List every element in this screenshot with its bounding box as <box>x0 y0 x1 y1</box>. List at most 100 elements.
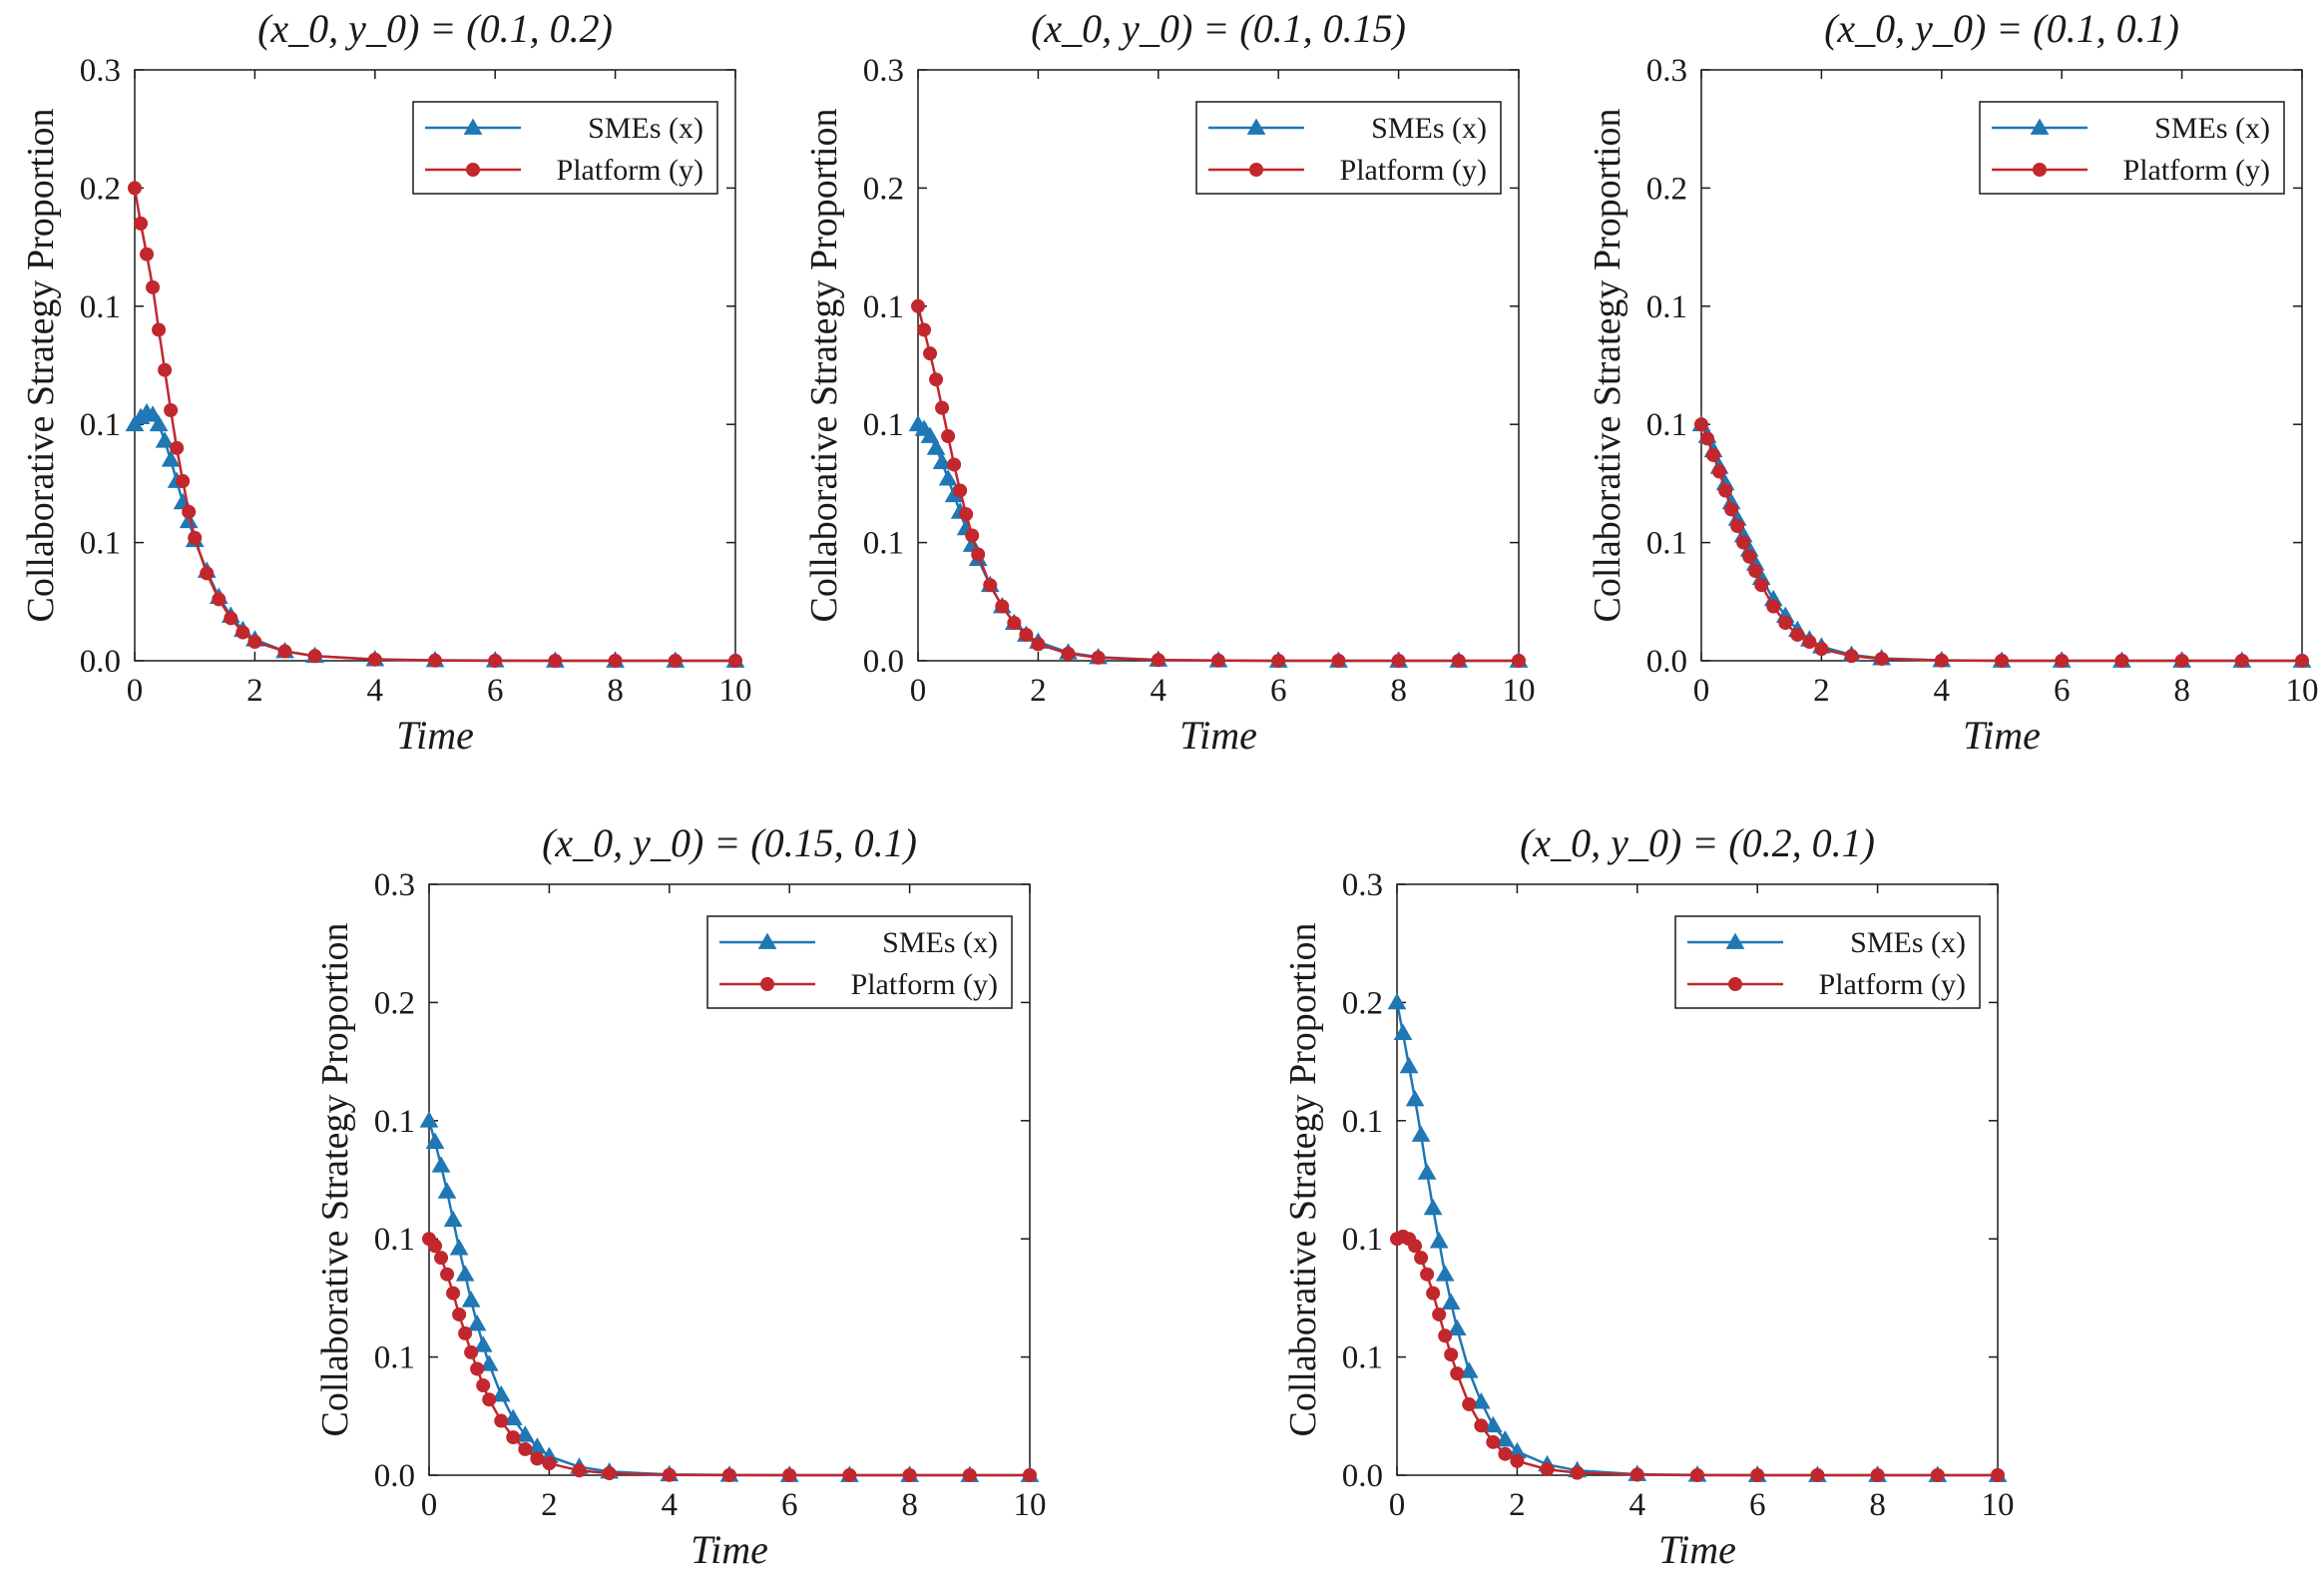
data-point-platform <box>235 625 250 640</box>
data-point-platform <box>1991 1468 2005 1482</box>
x-tick-label: 6 <box>1749 1487 1766 1523</box>
data-point-platform <box>1694 417 1708 432</box>
data-point-platform <box>1486 1434 1501 1449</box>
data-point-platform <box>542 1456 557 1471</box>
data-point-platform <box>1432 1307 1447 1321</box>
data-point-smes <box>479 1354 499 1371</box>
data-point-platform <box>1934 653 1949 668</box>
data-point-smes <box>932 452 952 469</box>
y-tick-label: 0.0 <box>1342 1458 1383 1494</box>
legend-marker <box>1246 118 1266 135</box>
data-point-platform <box>476 1378 491 1393</box>
y-tick-label: 0.1 <box>374 1340 415 1376</box>
data-point-platform <box>2055 654 2070 668</box>
data-point-platform <box>662 1467 677 1482</box>
legend-label: Platform (y) <box>851 968 998 1001</box>
y-tick-label: 0.2 <box>1646 171 1687 207</box>
x-tick-label: 10 <box>2286 673 2319 709</box>
data-point-smes <box>1471 1392 1491 1409</box>
data-point-platform <box>1690 1468 1704 1482</box>
legend-box <box>1979 101 2285 195</box>
data-point-smes <box>1447 1319 1467 1336</box>
chart-title: (x_0, y_0) = (0.1, 0.15) <box>1031 6 1406 51</box>
data-point-platform <box>1474 1418 1489 1433</box>
data-point-platform <box>1510 1453 1525 1468</box>
data-point-platform <box>1814 642 1829 657</box>
data-point-smes <box>455 1265 475 1282</box>
x-tick-label: 0 <box>421 1487 438 1523</box>
x-tick-label: 2 <box>1813 673 1830 709</box>
data-point-platform <box>1790 627 1805 642</box>
legend-box <box>412 101 718 195</box>
y-tick-label: 0.2 <box>1342 985 1383 1021</box>
data-point-platform <box>1331 654 1346 668</box>
y-tick-label: 0.1 <box>80 526 121 562</box>
data-point-smes <box>926 438 946 455</box>
y-tick-label: 0.1 <box>863 526 904 562</box>
data-point-smes <box>1459 1361 1479 1378</box>
y-tick-label: 0.2 <box>863 171 904 207</box>
y-tick-label: 0.3 <box>863 53 904 89</box>
data-point-platform <box>146 279 161 294</box>
x-axis-label: Time <box>396 713 474 758</box>
data-point-platform <box>1754 578 1769 593</box>
data-point-platform <box>1271 654 1286 668</box>
data-point-smes <box>473 1335 493 1352</box>
x-tick-label: 4 <box>662 1487 679 1523</box>
chart-panel: 0 2 4 6 8 10 0.0 0.1 0.1 0.1 0.2 0.3 (x_0, y_0) = (0… <box>803 6 1536 758</box>
data-point-smes <box>1411 1125 1431 1142</box>
data-point-platform <box>1730 519 1745 534</box>
data-point-platform <box>182 504 197 519</box>
data-point-platform <box>842 1468 857 1482</box>
y-tick-label: 0.1 <box>1342 1222 1383 1258</box>
data-point-platform <box>1706 447 1721 462</box>
x-tick-label: 10 <box>1014 1487 1047 1523</box>
legend-label: SMEs (x) <box>882 926 998 959</box>
data-point-platform <box>140 247 155 262</box>
y-tick-label: 0.1 <box>1646 289 1687 325</box>
data-point-platform <box>170 440 185 455</box>
data-point-platform <box>1007 616 1022 631</box>
data-point-platform <box>247 635 262 650</box>
data-point-platform <box>1802 635 1817 650</box>
data-point-platform <box>307 649 322 664</box>
legend-label: Platform (y) <box>2123 154 2270 187</box>
y-axis-label: Collaborative Strategy Proportion <box>314 922 356 1436</box>
data-point-platform <box>1391 654 1406 668</box>
y-tick-label: 0.1 <box>80 289 121 325</box>
x-tick-label: 6 <box>781 1487 798 1523</box>
legend-box <box>1674 915 1981 1009</box>
data-point-platform <box>902 1468 917 1482</box>
data-point-smes <box>1399 1056 1419 1074</box>
legend-label: Platform (y) <box>557 154 703 187</box>
x-axis-label: Time <box>691 1527 768 1572</box>
data-point-smes <box>449 1239 469 1256</box>
data-point-platform <box>1023 1468 1037 1482</box>
y-tick-label: 0.1 <box>1646 407 1687 443</box>
y-tick-label: 0.2 <box>374 985 415 1021</box>
y-axis-label: Collaborative Strategy Proportion <box>803 108 845 622</box>
data-point-platform <box>947 457 962 472</box>
x-axis-label: Time <box>1963 713 2041 758</box>
data-point-platform <box>1426 1286 1441 1301</box>
data-point-platform <box>2174 654 2189 668</box>
data-point-platform <box>134 216 149 231</box>
x-tick-label: 8 <box>1869 1487 1886 1523</box>
data-point-platform <box>1700 431 1715 446</box>
x-tick-label: 4 <box>1934 673 1951 709</box>
data-point-smes <box>920 426 940 443</box>
data-point-platform <box>953 483 968 498</box>
data-point-platform <box>1570 1465 1585 1480</box>
y-tick-label: 0.0 <box>80 644 121 680</box>
y-tick-label: 0.1 <box>374 1104 415 1140</box>
x-tick-label: 2 <box>541 1487 558 1523</box>
data-point-platform <box>1930 1468 1945 1482</box>
x-tick-label: 6 <box>487 673 504 709</box>
data-point-platform <box>983 578 998 593</box>
y-tick-label: 0.3 <box>374 867 415 903</box>
chart-title: (x_0, y_0) = (0.15, 0.1) <box>542 820 917 865</box>
data-point-platform <box>1870 1468 1885 1482</box>
data-point-smes <box>515 1425 535 1442</box>
data-point-platform <box>608 654 623 668</box>
